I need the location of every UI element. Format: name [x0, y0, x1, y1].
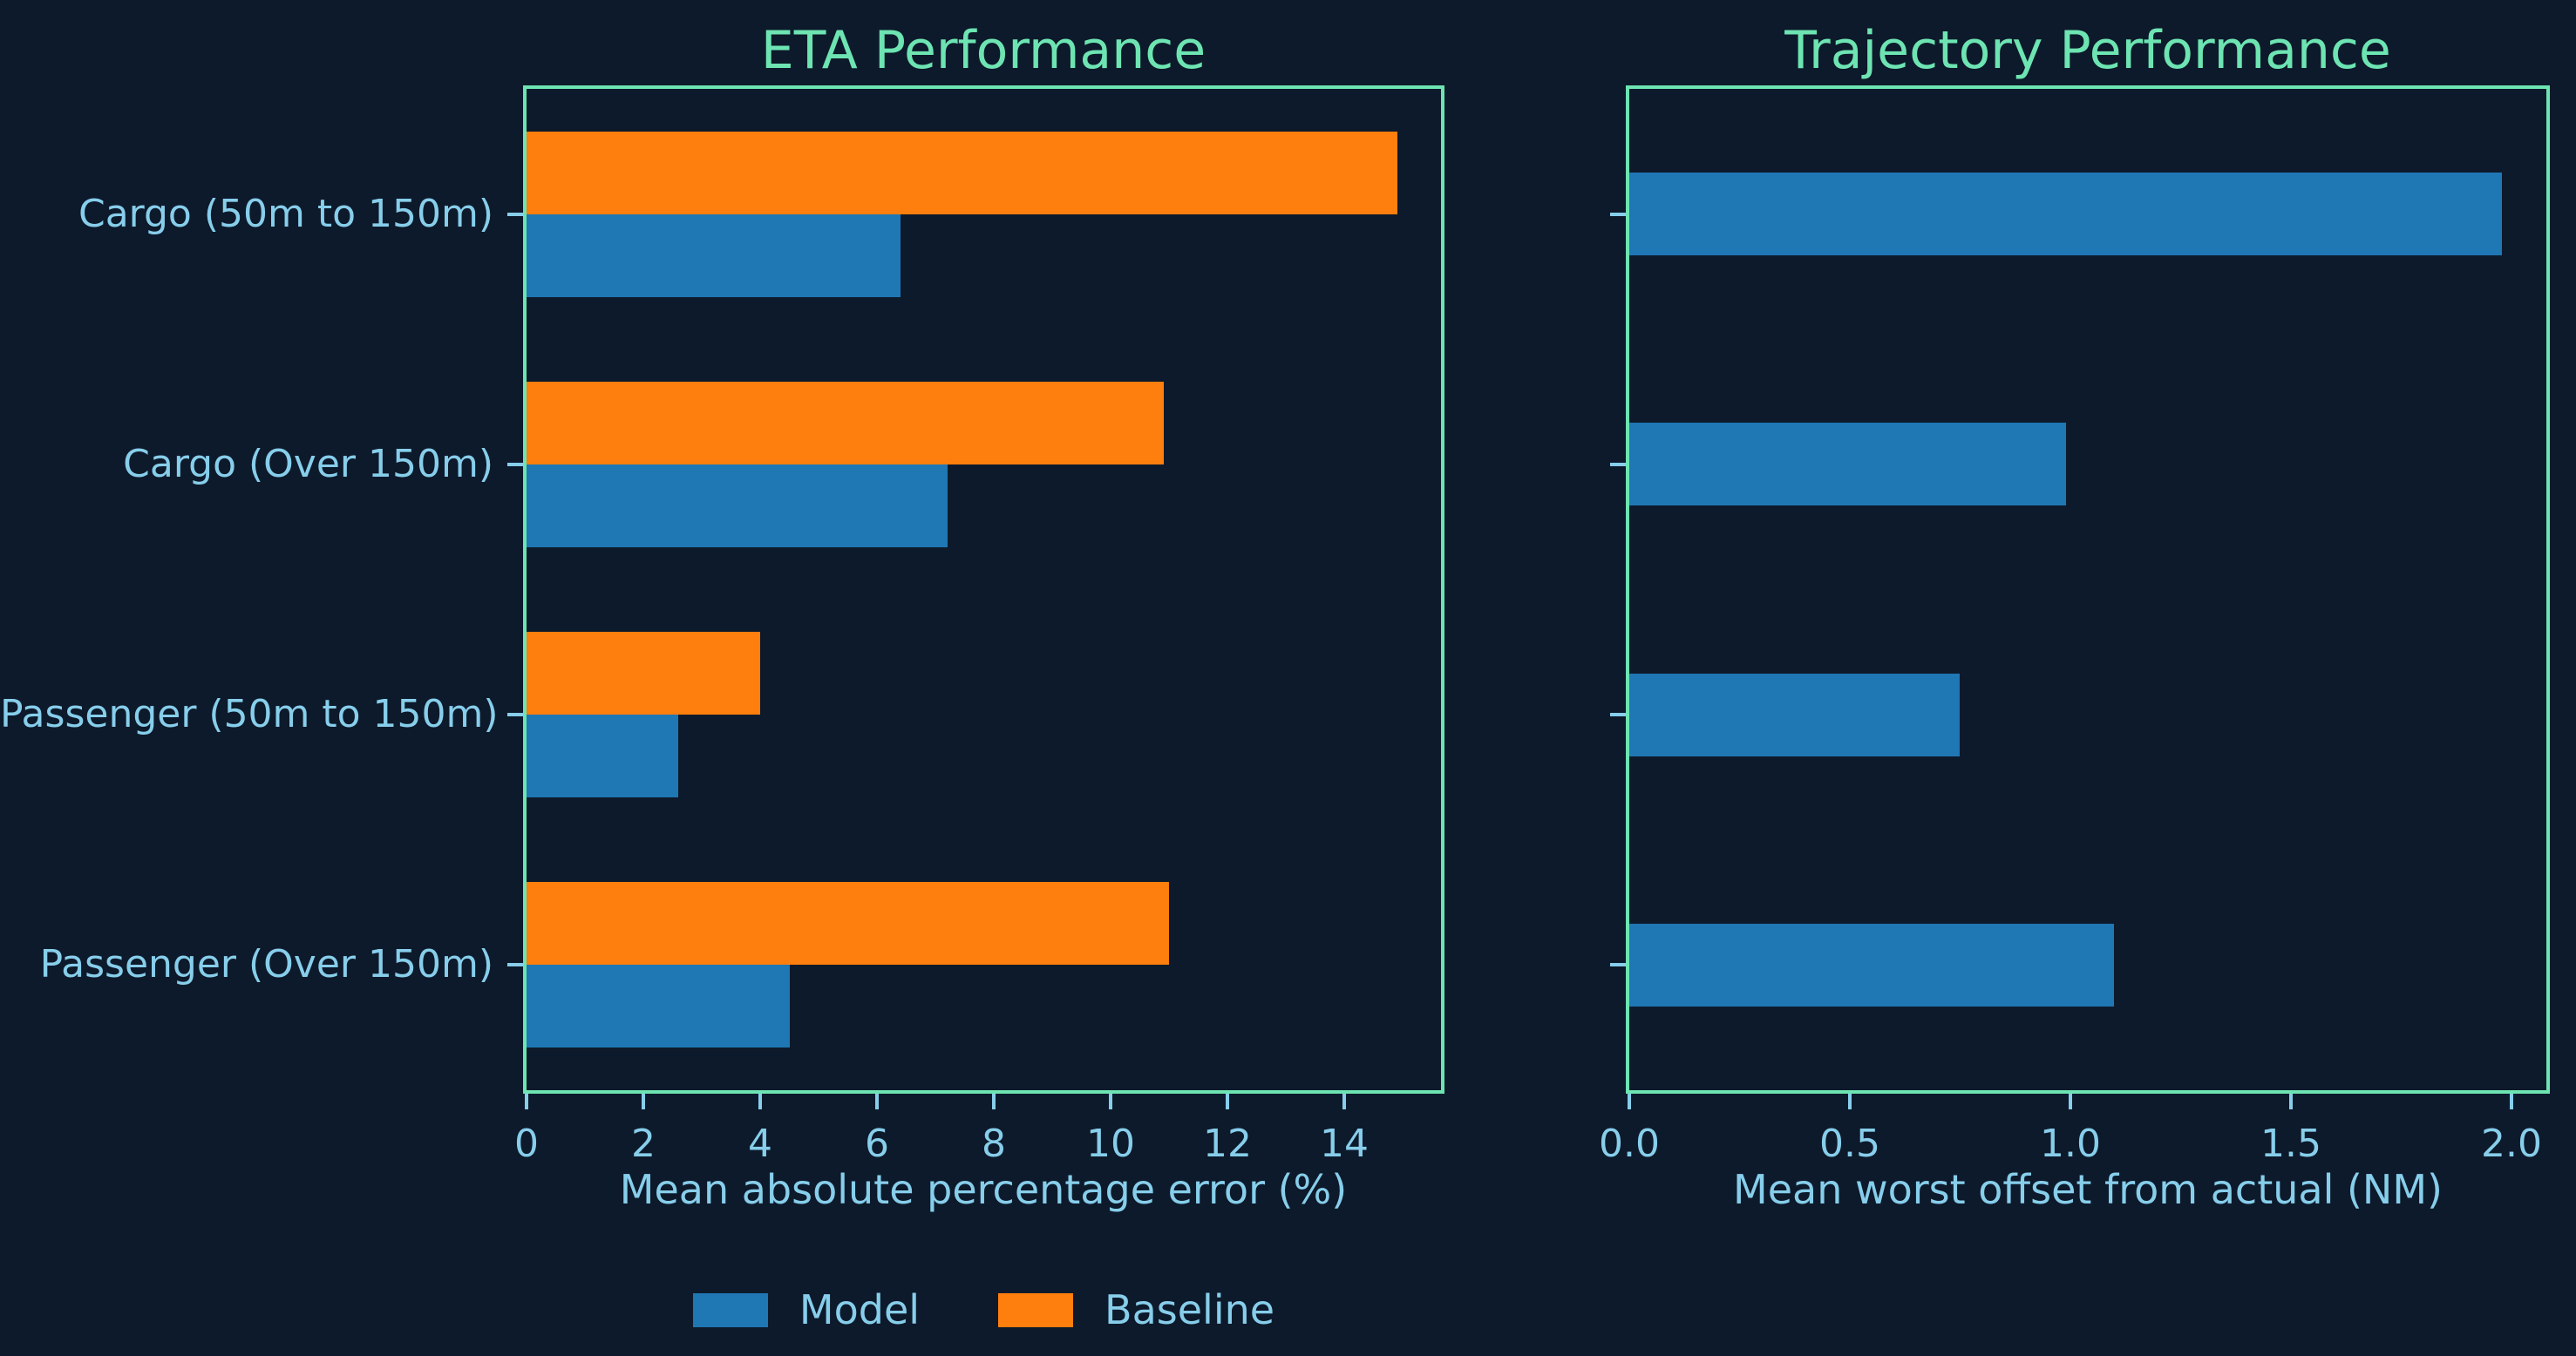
- x-tick-label-0-1: 2: [631, 1122, 656, 1166]
- x-tick-label-0-6: 12: [1203, 1122, 1252, 1166]
- bar-baseline-1: [527, 382, 1164, 464]
- left-x-axis-label: Mean absolute percentage error (%): [619, 1166, 1348, 1213]
- y-tick-2: [507, 713, 523, 716]
- x-tick-label-1-0: 0.0: [1599, 1122, 1660, 1166]
- right-chart-title: Trajectory Performance: [1784, 20, 2391, 81]
- x-tick-label-0-2: 4: [748, 1122, 772, 1166]
- bar-model-0: [527, 214, 901, 297]
- x-tick-0-6: [1226, 1094, 1229, 1109]
- left-chart-title: ETA Performance: [760, 20, 1206, 81]
- y-tick-3: [507, 963, 523, 966]
- x-tick-label-1-4: 2.0: [2481, 1122, 2542, 1166]
- bar-model-2: [1629, 674, 1960, 756]
- x-tick-1-1: [1848, 1094, 1852, 1109]
- bar-baseline-2: [527, 632, 760, 715]
- legend: Model Baseline: [523, 1290, 1444, 1330]
- legend-label-model: Model: [799, 1286, 921, 1333]
- x-tick-label-1-3: 1.5: [2260, 1122, 2321, 1166]
- legend-item-model: Model: [692, 1286, 921, 1333]
- right-x-axis-label: Mean worst offset from actual (NM): [1733, 1166, 2443, 1213]
- bar-model-2: [527, 715, 678, 797]
- baseline-swatch: [998, 1292, 1074, 1327]
- x-tick-label-0-5: 10: [1086, 1122, 1135, 1166]
- y-tick-label-1: Cargo (Over 150m): [123, 442, 493, 486]
- x-tick-label-1-1: 0.5: [1819, 1122, 1880, 1166]
- y-tick-label-0: Cargo (50m to 150m): [78, 192, 493, 236]
- y-tick-1: [507, 463, 523, 466]
- bar-model-0: [1629, 173, 2502, 255]
- x-tick-0-1: [642, 1094, 645, 1109]
- x-tick-0-7: [1342, 1094, 1346, 1109]
- bar-baseline-3: [527, 882, 1169, 965]
- eta-performance-plot: [523, 85, 1444, 1094]
- x-tick-0-5: [1109, 1094, 1112, 1109]
- y-tick-1: [1610, 463, 1626, 466]
- y-tick-0: [507, 213, 523, 216]
- model-swatch: [692, 1292, 768, 1327]
- x-tick-0-3: [875, 1094, 879, 1109]
- bar-model-1: [527, 464, 948, 547]
- y-tick-2: [1610, 713, 1626, 716]
- bar-model-3: [1629, 924, 2114, 1007]
- x-tick-0-0: [525, 1094, 528, 1109]
- x-tick-0-4: [992, 1094, 996, 1109]
- y-tick-3: [1610, 963, 1626, 966]
- legend-label-baseline: Baseline: [1104, 1286, 1275, 1333]
- x-tick-label-0-4: 8: [982, 1122, 1006, 1166]
- y-tick-label-3: Passenger (Over 150m): [39, 942, 493, 986]
- y-tick-0: [1610, 213, 1626, 216]
- x-tick-1-0: [1628, 1094, 1631, 1109]
- x-tick-label-0-0: 0: [514, 1122, 539, 1166]
- bar-model-1: [1629, 423, 2066, 505]
- bar-baseline-0: [527, 132, 1397, 214]
- x-tick-label-0-7: 14: [1320, 1122, 1369, 1166]
- trajectory-performance-plot: [1626, 85, 2550, 1094]
- x-tick-1-4: [2510, 1094, 2513, 1109]
- legend-item-baseline: Baseline: [998, 1290, 1274, 1330]
- x-tick-label-0-3: 6: [865, 1122, 889, 1166]
- x-tick-1-3: [2289, 1094, 2293, 1109]
- x-tick-0-2: [758, 1094, 762, 1109]
- y-tick-label-2: Passenger (50m to 150m): [0, 692, 499, 736]
- bar-model-3: [527, 965, 790, 1048]
- x-tick-1-2: [2069, 1094, 2072, 1109]
- x-tick-label-1-2: 1.0: [2040, 1122, 2101, 1166]
